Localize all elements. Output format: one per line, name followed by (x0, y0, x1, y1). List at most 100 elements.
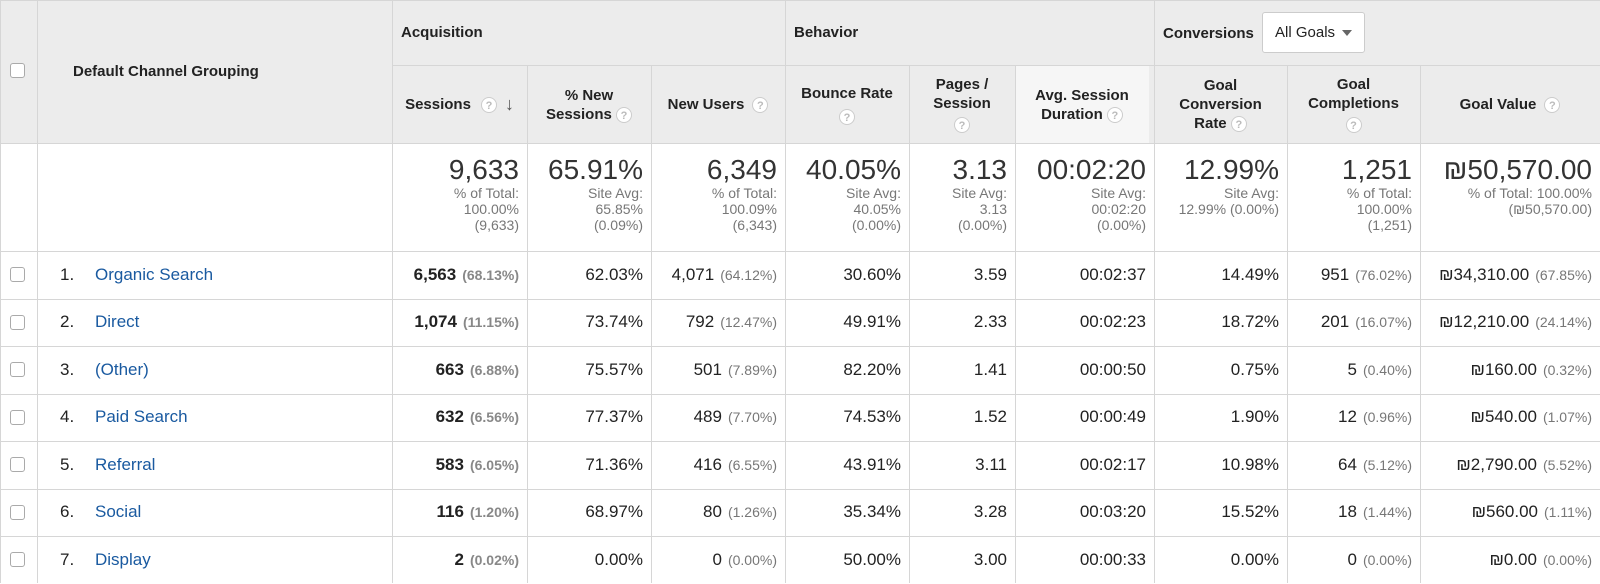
row-checkbox[interactable] (10, 552, 25, 567)
help-icon[interactable]: ? (1544, 96, 1561, 113)
cell-duration: 00:02:23 (1015, 299, 1146, 347)
channel-link[interactable]: (Other) (95, 359, 149, 379)
col-new-sessions[interactable]: % New Sessions ? (527, 66, 651, 143)
col-goal-completions[interactable]: Goal Completions ? (1308, 76, 1399, 134)
cell-value: 50.00% (843, 549, 901, 569)
cell-pages: 2.33 (909, 299, 1007, 347)
cell-value: 49.91% (843, 312, 901, 332)
cell-value: 00:00:33 (1079, 549, 1146, 569)
cell-value: 3.28 (973, 502, 1007, 522)
help-icon[interactable]: ? (1345, 117, 1362, 134)
cell-value: 00:02:23 (1079, 312, 1146, 332)
col-goal-value[interactable]: Goal Value ? (1420, 66, 1600, 143)
cell-value: 82.20% (843, 359, 901, 379)
total-value: 6,349 (706, 154, 777, 185)
select-all-checkbox[interactable] (10, 63, 25, 78)
channel-link[interactable]: Display (95, 549, 151, 569)
cell-value: ₪34,310.00 (1439, 264, 1530, 284)
cell-percent: (1.26%) (727, 504, 777, 521)
cell-percent: (0.00%) (727, 551, 777, 568)
cell-percent: (0.40%) (1362, 361, 1412, 378)
cell-new_sess: 68.97% (527, 489, 643, 537)
row-checkbox[interactable] (10, 362, 25, 377)
sort-descending-icon[interactable]: ↓ (504, 94, 514, 114)
cell-value: 1.90% (1230, 407, 1279, 427)
row-checkbox[interactable] (10, 314, 25, 330)
row-index: 6. (60, 502, 75, 522)
help-icon[interactable]: ? (1106, 106, 1123, 123)
cell-percent: (1.11%) (1544, 504, 1592, 521)
cell-value: ₪2,790.00 (1456, 454, 1537, 474)
cell-value: 18.72% (1221, 312, 1279, 332)
cell-duration: 00:02:17 (1015, 441, 1146, 489)
cell-value: 00:02:17 (1079, 454, 1146, 474)
total-cell: 9,633% of Total: 100.00% (9,633) (392, 154, 519, 234)
cell-percent: (0.00%) (1362, 551, 1412, 568)
row-checkbox[interactable] (10, 267, 25, 282)
goal-select-dropdown[interactable]: All Goals (1262, 12, 1365, 53)
total-subtext: (0.00%) (851, 217, 901, 233)
cell-compl: 12 (0.96%) (1287, 394, 1412, 442)
cell-bounce: 74.53% (785, 394, 901, 442)
cell-new_sess: 73.74% (527, 299, 643, 347)
cell-value: 5 (1347, 359, 1357, 379)
col-pages-session[interactable]: Pages / Session ? (933, 76, 991, 134)
help-icon[interactable]: ? (752, 96, 769, 113)
dimension-header[interactable]: Default Channel Grouping (73, 63, 259, 80)
help-icon[interactable]: ? (480, 96, 497, 113)
cell-value: 792 (685, 312, 715, 332)
cell-percent: (0.32%) (1542, 361, 1592, 378)
cell-value: ₪2,790.00 (5.52%) (1420, 441, 1592, 489)
total-subtext: 100.00% (1356, 201, 1412, 217)
channel-link[interactable]: Organic Search (95, 264, 214, 284)
cell-compl: 18 (1.44%) (1287, 489, 1412, 537)
cell-value: 0.00% (1230, 549, 1279, 569)
col-new-users[interactable]: New Users ? (651, 66, 785, 143)
row-index: 4. (60, 407, 75, 427)
channel-link[interactable]: Paid Search (95, 407, 188, 427)
row-checkbox[interactable] (10, 504, 25, 520)
channel-link[interactable]: Referral (95, 454, 156, 474)
cell-conv: 15.52% (1154, 489, 1279, 537)
help-icon[interactable]: ? (954, 117, 970, 134)
total-subtext: (0.00%) (1096, 217, 1146, 233)
total-subtext: Site Avg: (1223, 185, 1279, 201)
col-sessions[interactable]: Sessions ? ↓ (405, 94, 514, 114)
cell-pages: 3.11 (909, 441, 1007, 489)
cell-value: 1,074 (414, 312, 457, 332)
cell-percent: (1.07%) (1542, 409, 1592, 426)
cell-new_sess: 71.36% (527, 441, 643, 489)
cell-duration: 00:00:49 (1015, 394, 1146, 442)
col-avg-session-duration[interactable]: Avg. Session Duration ? (1035, 86, 1129, 123)
cell-percent: (6.05%) (469, 456, 519, 473)
row-checkbox[interactable] (10, 457, 25, 472)
channel-link[interactable]: Social (95, 502, 142, 522)
cell-value: 15.52% (1221, 502, 1279, 522)
col-goal-conversion-rate[interactable]: Goal Conversion Rate ? (1179, 77, 1262, 133)
total-value: 65.91% (548, 154, 643, 185)
total-cell: 6,349% of Total: 100.09% (6,343) (651, 154, 777, 234)
total-value: 3.13 (952, 154, 1008, 185)
col-bounce-rate[interactable]: Bounce Rate ? (801, 84, 893, 125)
group-conversions: Conversions (1163, 25, 1254, 42)
help-icon[interactable]: ? (616, 106, 633, 123)
total-cell: 65.91% Site Avg: 65.85% (0.09%) (527, 154, 643, 234)
help-icon[interactable]: ? (1230, 116, 1247, 133)
total-subtext: 100.00% (463, 201, 519, 217)
cell-bounce: 35.34% (785, 489, 901, 537)
cell-value: 71.36% (585, 454, 643, 474)
cell-value: 62.03% (585, 264, 643, 284)
channel-link[interactable]: Direct (95, 312, 140, 332)
cell-percent: (76.02%) (1355, 266, 1412, 283)
cell-sessions: 1,074 (11.15%) (392, 299, 519, 347)
cell-value: 00:03:20 (1079, 502, 1146, 522)
cell-percent: (12.47%) (720, 314, 777, 331)
cell-value: 0.75% (1230, 359, 1279, 379)
help-icon[interactable]: ? (839, 108, 855, 125)
total-value: 9,633 (448, 154, 519, 185)
row-checkbox[interactable] (10, 409, 25, 425)
cell-new_users: 489 (7.70%) (651, 394, 777, 442)
cell-value: 68.97% (585, 502, 643, 522)
total-subtext: (0.09%) (593, 217, 643, 233)
